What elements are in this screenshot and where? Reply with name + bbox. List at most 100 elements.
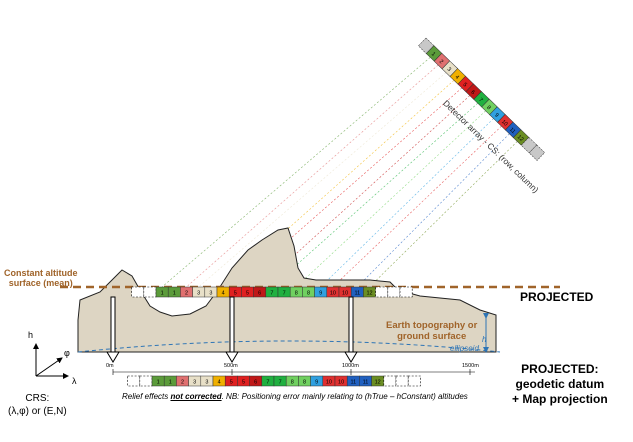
map-pixel-cell-number: 4 — [218, 380, 221, 386]
ground-pixel-empty-cell — [399, 286, 413, 298]
earth-topography-label-line1: Earth topography or — [386, 320, 478, 331]
map-pixel-empty-cell — [139, 375, 153, 387]
map-pixel-cell-number: 2 — [181, 380, 184, 386]
ground-pixel-empty-cell — [131, 286, 145, 298]
projection-ray — [369, 141, 518, 288]
projection-ray — [198, 72, 447, 288]
projection-ray — [161, 57, 431, 288]
ground-pixel-cell-number: 10 — [330, 291, 336, 297]
crs-label: CRS: (λ,φ) or (E,N) — [8, 392, 67, 418]
map-pixel-row: 1 1 2 3 3 4 5 5 6 7 7 8 8 9 10 10 11 11 12 — [127, 375, 421, 387]
map-pixel-cell-number: 3 — [193, 380, 196, 386]
ground-pixel-cell-number: 12 — [366, 291, 372, 297]
vertical-projection-arrows — [106, 296, 358, 363]
detector-cell — [528, 144, 546, 161]
ground-pixel-cell-number: 5 — [246, 291, 249, 297]
detector-cell-number: 5 — [461, 82, 467, 88]
ground-pixel-row: 1 1 2 3 3 4 5 5 6 7 7 8 8 9 10 10 11 12 — [131, 286, 413, 298]
projection-rays — [161, 57, 518, 288]
map-pixel-cell-number: 12 — [375, 380, 381, 386]
map-pixel-empty-cell — [127, 375, 141, 387]
detector-cell-number: 2 — [438, 59, 444, 65]
ground-pixel-cell-number: 5 — [234, 291, 237, 297]
projected-geodetic-line3: + Map projection — [512, 392, 608, 406]
projected-label: PROJECTED — [520, 290, 594, 304]
map-pixel-cell-number: 8 — [291, 380, 294, 386]
ground-pixel-cell-number: 6 — [258, 291, 261, 297]
map-pixel-empty-cell — [407, 375, 421, 387]
map-pixel-empty-cell — [383, 375, 397, 387]
detector-cell-number: 7 — [477, 97, 483, 103]
crs-label-line1: CRS: — [25, 393, 50, 404]
ground-pixel-cell-number: 3 — [197, 291, 200, 297]
ground-pixel-cell-number: 7 — [270, 291, 273, 297]
map-pixel-cell-number: 11 — [350, 380, 356, 386]
ground-pixel-empty-cell — [375, 286, 389, 298]
relief-note-post: . NB: Positioning error mainly relating … — [221, 392, 468, 401]
detector-cell-number: 12 — [516, 134, 525, 143]
ground-pixel-cell-number: 8 — [295, 291, 298, 297]
earth-topography-label-line2: ground surface — [397, 331, 467, 342]
projection-ray — [186, 64, 439, 288]
ground-pixel-cell-number: 9 — [319, 291, 322, 297]
map-pixel-empty-cell — [395, 375, 409, 387]
relief-note: Relief effects not corrected. NB: Positi… — [122, 392, 468, 401]
map-pixel-cell-number: 7 — [266, 380, 269, 386]
detector-cell-number: 1 — [430, 51, 436, 57]
axis-lambda-label: λ — [72, 376, 77, 386]
map-pixel-cell-number: 11 — [363, 380, 369, 386]
tick-0m: 0m — [106, 363, 114, 369]
tick-1500m: 1500m — [462, 363, 479, 369]
ground-pixel-cell-number: 3 — [209, 291, 212, 297]
ground-pixel-cell-number: 8 — [307, 291, 310, 297]
height-label: h — [482, 335, 487, 344]
ground-pixel-cell-number: 11 — [354, 291, 360, 297]
map-pixel-cell-number: 3 — [205, 380, 208, 386]
projection-ray — [271, 102, 478, 288]
map-pixel-cell-number: 9 — [315, 380, 318, 386]
projected-geodetic-label: PROJECTED: geodetic datum + Map projecti… — [512, 362, 608, 407]
map-pixel-cell-number: 1 — [169, 380, 172, 386]
detector-cell-number: 4 — [454, 74, 460, 80]
constant-altitude-label-line1: Constant altitude — [4, 268, 78, 278]
ground-pixel-cell-number: 7 — [283, 291, 286, 297]
ground-pixel-empty-cell — [387, 286, 401, 298]
map-pixel-cell-number: 5 — [242, 380, 245, 386]
map-pixel-cell-number: 10 — [326, 380, 332, 386]
ground-pixel-cell-number: 1 — [173, 291, 176, 297]
relief-note-bold: not corrected — [170, 392, 222, 401]
scale-axis — [112, 369, 475, 375]
ground-pixel-cell-number: 2 — [185, 291, 188, 297]
ground-pixel-cell-number: 4 — [222, 291, 225, 297]
relief-note-pre: Relief effects — [122, 392, 171, 401]
map-pixel-cell-number: 10 — [338, 380, 344, 386]
detector-cell-number: 9 — [493, 112, 499, 118]
tick-500m: 500m — [224, 363, 238, 369]
crs-axes-icon — [33, 343, 69, 379]
axis-phi-label: φ — [64, 348, 70, 358]
detector-cell-number: 11 — [508, 127, 516, 135]
projection-ray — [320, 118, 494, 288]
projection-ray — [332, 125, 502, 288]
tick-1000m: 1000m — [342, 363, 359, 369]
ground-pixel-empty-cell — [143, 286, 157, 298]
constant-altitude-label-line2: surface (mean) — [8, 278, 73, 288]
crs-label-line2: (λ,φ) or (E,N) — [8, 406, 67, 417]
ground-pixel-cell-number: 10 — [342, 291, 348, 297]
projected-geodetic-line2: geodetic datum — [515, 377, 605, 391]
detector-cell-number: 6 — [469, 89, 475, 95]
constant-altitude-label: Constant altitude surface (mean) — [4, 268, 78, 288]
projected-geodetic-line1: PROJECTED: — [521, 362, 599, 376]
projection-ray — [356, 133, 510, 288]
axis-h-label: h — [28, 330, 34, 340]
map-pixel-cell-number: 6 — [254, 380, 257, 386]
map-pixel-cell-number: 7 — [279, 380, 282, 386]
detector-cell-number: 3 — [446, 67, 452, 73]
earth-topography-label: Earth topography or ground surface — [386, 320, 477, 342]
map-pixel-cell-number: 1 — [157, 380, 160, 386]
map-pixel-cell-number: 8 — [303, 380, 306, 386]
ground-pixel-cell-number: 1 — [161, 291, 164, 297]
ellipsoid-curve — [77, 340, 501, 353]
